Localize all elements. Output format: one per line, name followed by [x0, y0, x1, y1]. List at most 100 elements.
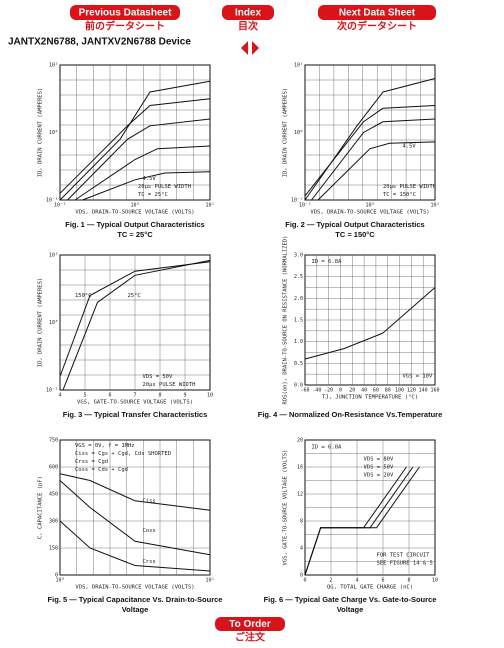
next-label[interactable]: Next Data Sheet: [339, 8, 416, 19]
index-button[interactable]: [222, 5, 274, 20]
y-tick-label: 8: [300, 519, 303, 525]
figure-caption: Fig. 4 — Normalized On-Resistance Vs.Tem…: [258, 410, 443, 419]
y-tick-label: 600: [49, 465, 58, 471]
next-sub[interactable]: 次のデータシート: [337, 20, 417, 33]
y-tick-label: 10⁰: [49, 320, 58, 326]
annotation: ID = 6.0A: [312, 259, 342, 265]
x-tick-label: 8: [407, 578, 410, 584]
annotation: Crss = Cgd: [75, 459, 108, 465]
y-axis-label: ID, DRAIN CURRENT (AMPERES): [38, 88, 44, 177]
x-tick-label: 10: [207, 393, 213, 399]
annotation: 150°C: [75, 293, 92, 299]
x-tick-label: 10¹: [205, 203, 214, 209]
annotation: Ciss = Cgs + Cgd, Cds SHORTED: [75, 451, 171, 457]
x-tick-label: 40: [361, 388, 367, 394]
y-tick-label: 2.0: [294, 296, 303, 302]
next-button[interactable]: [318, 5, 436, 20]
curve: [304, 466, 420, 576]
order-sub[interactable]: ご注文: [235, 631, 266, 644]
figure-caption: Fig. 5 — Typical Capacitance Vs. Drain-t…: [48, 595, 223, 604]
y-tick-label: 0.0: [294, 383, 303, 389]
y-tick-label: 12: [297, 492, 303, 498]
curve: [59, 480, 211, 556]
previous-sub[interactable]: 前のデータシート: [85, 20, 165, 33]
figure-caption: Voltage: [337, 605, 364, 614]
y-tick-label: 10⁻¹: [46, 198, 58, 204]
index-sub[interactable]: 目次: [238, 20, 258, 33]
curve: [62, 259, 211, 391]
figure-caption: TC = 25°C: [117, 230, 153, 239]
y-tick-label: 10⁻¹: [291, 198, 303, 204]
y-tick-label: 300: [49, 519, 58, 525]
arrow-right[interactable]: [252, 41, 259, 55]
annotation: Ciss: [143, 498, 156, 504]
x-tick-label: 10¹: [430, 203, 439, 209]
x-axis-label: VDS, DRAIN-TO-SOURCE VOLTAGE (VOLTS): [75, 210, 194, 216]
curve: [74, 145, 211, 201]
annotation: VDS = 50V: [364, 465, 394, 471]
x-tick-label: 10: [432, 578, 438, 584]
annotation: 20µs PULSE WIDTH: [138, 184, 191, 190]
y-tick-label: 2.5: [294, 274, 303, 280]
x-tick-label: 9: [183, 393, 186, 399]
previous-button[interactable]: [70, 5, 180, 20]
y-tick-label: 16: [297, 465, 303, 471]
x-tick-label: 6: [381, 578, 384, 584]
figure-caption: Fig. 6 — Typical Gate Charge Vs. Gate-to…: [264, 595, 437, 604]
x-tick-label: 6: [108, 393, 111, 399]
x-tick-label: 10⁻¹: [54, 203, 66, 209]
x-tick-label: 4: [355, 578, 358, 584]
y-tick-label: 150: [49, 546, 58, 552]
annotation: Coss = Cds + Cgd: [75, 467, 128, 473]
x-tick-label: 10⁰: [55, 578, 64, 584]
annotation: VGS = 0V, f = 1MHz: [75, 443, 135, 449]
y-tick-label: 1.5: [294, 318, 303, 324]
x-tick-label: 0: [303, 578, 306, 584]
x-tick-label: 10⁰: [365, 203, 374, 209]
plot-frame: [59, 439, 211, 576]
curve: [304, 105, 436, 197]
x-tick-label: 160: [430, 388, 439, 394]
arrow-left[interactable]: [241, 41, 248, 55]
y-tick-label: 10¹: [294, 63, 303, 69]
figure-caption: Fig. 2 — Typical Output Characteristics: [285, 220, 424, 229]
plot-frame: [304, 64, 436, 201]
x-tick-label: 120: [407, 388, 416, 394]
y-tick-label: 10⁰: [294, 130, 303, 136]
x-tick-label: 20: [349, 388, 355, 394]
figure-caption: Voltage: [122, 605, 149, 614]
x-tick-label: -60: [300, 388, 309, 394]
curve: [82, 171, 211, 201]
plot-frame: [59, 64, 211, 201]
device-title: JANTX2N6788, JANTXV2N6788 Device: [8, 37, 191, 48]
figure-caption: TC = 150°C: [335, 230, 375, 239]
order-label[interactable]: To Order: [229, 619, 271, 630]
y-tick-label: 10⁰: [49, 130, 58, 136]
y-tick-label: 750: [49, 438, 58, 444]
y-tick-label: 20: [297, 438, 303, 444]
x-tick-label: -20: [324, 388, 333, 394]
y-tick-label: 3.0: [294, 253, 303, 259]
y-tick-label: 10¹: [49, 63, 58, 69]
x-tick-label: 0: [339, 388, 342, 394]
y-tick-label: 0.5: [294, 361, 303, 367]
order-button[interactable]: [215, 617, 285, 631]
previous-label[interactable]: Previous Datasheet: [79, 8, 172, 19]
curve: [317, 141, 436, 201]
y-tick-label: 1.0: [294, 339, 303, 345]
index-label[interactable]: Index: [235, 8, 262, 19]
annotation: 25°C: [128, 293, 141, 299]
figure-caption: Fig. 1 — Typical Output Characteristics: [65, 220, 204, 229]
x-tick-label: 80: [385, 388, 391, 394]
annotation: 20µs PULSE WIDTH: [143, 382, 196, 388]
x-tick-label: 10⁻¹: [299, 203, 311, 209]
annotation: VDS = 50V: [143, 374, 173, 380]
y-axis-label: ID, DRAIN CURRENT (AMPERES): [38, 278, 44, 367]
annotation: VDS = 20V: [364, 473, 394, 479]
x-axis-label: VDS, DRAIN-TO-SOURCE VOLTAGE (VOLTS): [310, 210, 429, 216]
x-tick-label: 140: [419, 388, 428, 394]
curve: [67, 118, 211, 201]
y-tick-label: 10⁻¹: [46, 388, 58, 394]
y-tick-label: 4: [300, 546, 303, 552]
